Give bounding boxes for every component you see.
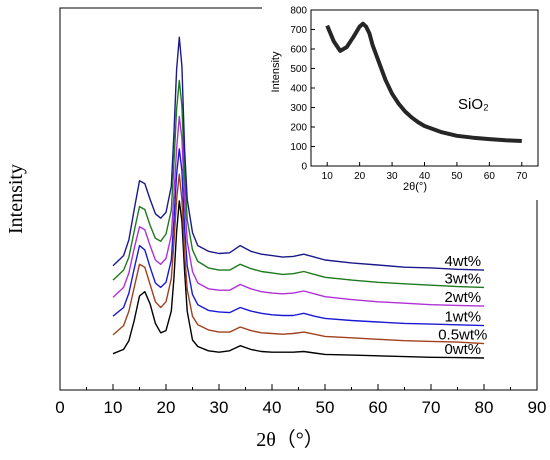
- inset-y-tick-label: 700: [290, 25, 307, 36]
- series-line-3wt%: [112, 79, 485, 289]
- main-x-tick-label: 40: [263, 398, 282, 417]
- series-line-0.5wt%: [112, 173, 485, 345]
- main-x-tick-label: 80: [475, 398, 494, 417]
- inset-x-tick-label: 60: [484, 171, 496, 182]
- main-x-axis-label: 2θ（°）: [256, 428, 324, 451]
- inset-y-tick-label: 100: [290, 142, 307, 153]
- inset-x-tick-label: 50: [451, 171, 463, 182]
- inset-annotation: SiO₂: [458, 96, 489, 113]
- inset-y-tick-label: 300: [290, 103, 307, 114]
- main-x-tick-label: 70: [422, 398, 441, 417]
- inset-x-tick-label: 20: [354, 171, 366, 182]
- inset-plot: 10 20 30 40 50 60 70 0 100 200 300 400 500 600 700 800…: [262, 0, 547, 200]
- inset-x-tick-label: 10: [322, 171, 334, 182]
- main-y-axis-label: Intensity: [5, 164, 27, 234]
- series-line-2wt%: [112, 115, 485, 307]
- main-x-ticks: 0 10 20 30 40 50 60 70 80 90: [55, 384, 546, 417]
- main-series-labels: 0wt%0.5wt%1wt% 2wt% 3wt%4wt%: [438, 253, 487, 358]
- main-x-tick-label: 20: [157, 398, 176, 417]
- main-series-group: [112, 36, 485, 359]
- inset-series-group: [325, 21, 522, 143]
- inset-background: [262, 0, 547, 200]
- series-line-0wt%: [112, 200, 485, 359]
- inset-y-tick-label: 800: [290, 6, 307, 17]
- series-line-4wt%: [112, 36, 485, 271]
- series-line-1wt%: [112, 148, 485, 327]
- inset-x-tick-label: 70: [516, 171, 528, 182]
- inset-x-tick-label: 40: [419, 171, 431, 182]
- main-x-tick-label: 10: [104, 398, 123, 417]
- series-label: 0wt%: [444, 341, 481, 358]
- inset-series-line: [325, 21, 522, 143]
- main-x-tick-label: 50: [316, 398, 335, 417]
- inset-y-tick-label: 400: [290, 84, 307, 95]
- main-x-tick-label: 30: [210, 398, 229, 417]
- inset-x-tick-label: 30: [387, 171, 399, 182]
- inset-y-tick-label: 0: [301, 162, 307, 173]
- main-plot: 0wt%0.5wt%1wt% 2wt% 3wt%4wt% 0 10 20 30 40 50 60…: [5, 7, 546, 451]
- inset-y-tick-label: 500: [290, 64, 307, 75]
- series-label: 2wt%: [444, 289, 481, 306]
- inset-y-tick-label: 600: [290, 45, 307, 56]
- main-x-tick-label: 90: [528, 398, 547, 417]
- series-label: 1wt%: [444, 309, 481, 326]
- inset-x-axis-label: 2θ(°): [403, 181, 427, 193]
- series-label: 3wt%: [444, 270, 481, 287]
- inset-x-ticks: 10 20 30 40 50 60 70: [322, 162, 528, 182]
- series-label: 0.5wt%: [438, 327, 487, 344]
- series-label: 4wt%: [444, 253, 481, 270]
- inset-y-ticks: 0 100 200 300 400 500 600 700 800: [290, 6, 315, 173]
- inset-y-axis-label: Intensity: [270, 51, 282, 92]
- main-x-tick-label: 60: [369, 398, 388, 417]
- inset-y-tick-label: 200: [290, 123, 307, 134]
- main-x-tick-label: 0: [55, 398, 64, 417]
